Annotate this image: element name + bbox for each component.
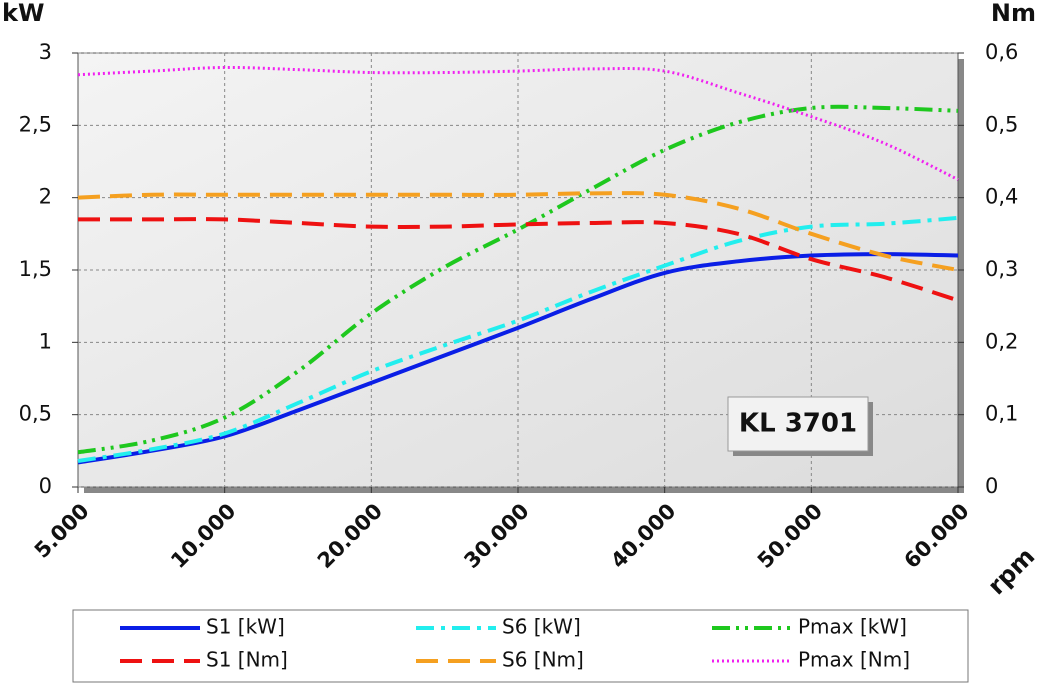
legend-label: S1 [Nm] bbox=[206, 648, 288, 672]
legend-label: Pmax [kW] bbox=[798, 615, 907, 639]
y-tick-label: 3 bbox=[39, 40, 52, 64]
series-line bbox=[77, 215, 959, 463]
series-line bbox=[77, 252, 959, 465]
y2-tick-label: 0,4 bbox=[985, 185, 1018, 209]
x-tick-label: 20.000 bbox=[313, 499, 387, 573]
series-line bbox=[78, 217, 959, 303]
annotation: KL 3701 bbox=[739, 409, 857, 439]
y-tick-label: 2,5 bbox=[19, 112, 52, 136]
y2-tick-label: 0,3 bbox=[985, 257, 1018, 281]
grid bbox=[78, 52, 958, 488]
y2-tick-label: 0,5 bbox=[985, 112, 1018, 136]
x-tick-label: 30.000 bbox=[459, 499, 533, 573]
legend-label: S1 [kW] bbox=[206, 615, 285, 639]
series-line bbox=[77, 191, 959, 272]
x-tick-label: 50.000 bbox=[753, 499, 827, 573]
x-tick-label: 40.000 bbox=[606, 499, 680, 573]
y2-tick-label: 0,6 bbox=[985, 40, 1018, 64]
y-axis-label: kW bbox=[2, 0, 44, 27]
x-tick-label: 5.000 bbox=[30, 499, 94, 563]
x-axis-label: rpm bbox=[982, 542, 1039, 600]
y2-tick-label: 0,1 bbox=[985, 402, 1018, 426]
y-tick-label: 0,5 bbox=[19, 402, 52, 426]
legend bbox=[72, 609, 969, 683]
y2-tick-label: 0 bbox=[985, 474, 998, 498]
x-tick-label: 10.000 bbox=[166, 499, 240, 573]
y-tick-label: 0 bbox=[39, 474, 52, 498]
y-tick-label: 2 bbox=[39, 185, 52, 209]
y-tick-label: 1,5 bbox=[19, 257, 52, 281]
annotation-box bbox=[727, 396, 869, 452]
series-line bbox=[77, 65, 959, 181]
lines bbox=[77, 65, 959, 465]
legend-label: S6 [kW] bbox=[502, 615, 581, 639]
y2-axis-label: Nm bbox=[991, 0, 1036, 27]
legend-label: S6 [Nm] bbox=[502, 648, 584, 672]
legend-label: Pmax [Nm] bbox=[798, 648, 910, 672]
y2-tick-label: 0,2 bbox=[985, 329, 1018, 353]
y-tick-label: 1 bbox=[39, 329, 52, 353]
series-line bbox=[77, 104, 959, 455]
x-tick-label: 60.000 bbox=[899, 499, 973, 573]
